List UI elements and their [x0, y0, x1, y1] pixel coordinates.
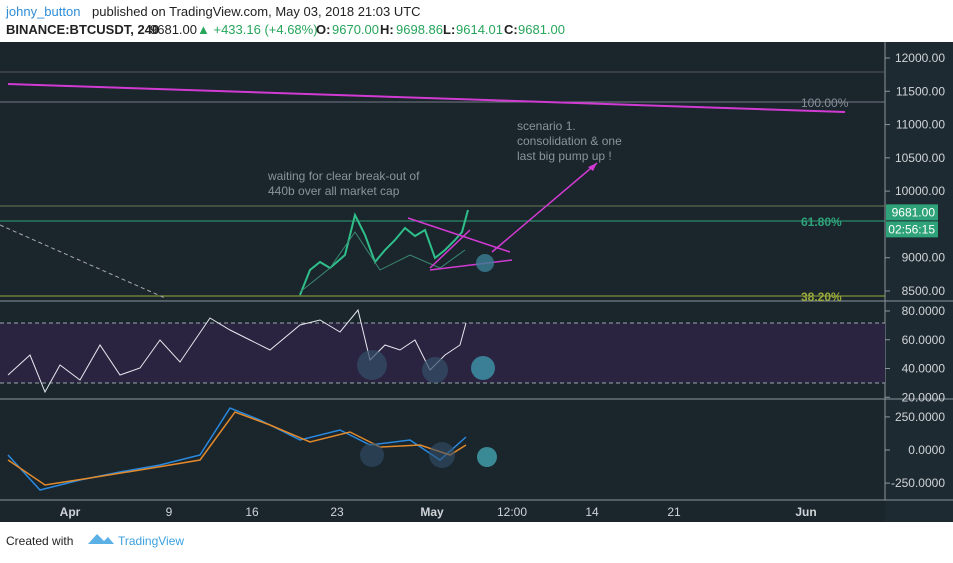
time-label: 16 [245, 505, 259, 519]
open: 9670.00 [332, 22, 379, 37]
axis-bg [885, 42, 953, 522]
o-label: O: [316, 22, 330, 37]
time-label: 21 [667, 505, 681, 519]
chart-bg [0, 42, 953, 522]
countdown-box [886, 221, 938, 238]
h-label: H: [380, 22, 394, 37]
author[interactable]: johny_button [5, 4, 80, 19]
tick-label: 12000.00 [895, 51, 945, 65]
time-label: 14 [585, 505, 599, 519]
tick-label: -250.0000 [891, 476, 945, 490]
last: 9681.00 [150, 22, 197, 37]
time-label: 9 [166, 505, 173, 519]
time-label: Jun [795, 505, 816, 519]
fib-label: 38.20% [801, 290, 842, 304]
tick-label: 0.0000 [908, 443, 945, 457]
annotation: scenario 1. [517, 119, 576, 133]
annotation: 440b over all market cap [268, 184, 400, 198]
trend-line [7, 83, 846, 113]
tick-label: 80.0000 [902, 304, 946, 318]
tick-label: 11500.00 [896, 84, 945, 98]
price-line [299, 209, 469, 296]
tick-label: 10000.00 [895, 184, 945, 198]
time-label: 23 [330, 505, 344, 519]
annotation: consolidation & one [517, 134, 622, 148]
symbol: BINANCE:BTCUSDT, 240 [6, 22, 159, 37]
fib-label: 100.00% [801, 96, 849, 110]
close: 9681.00 [518, 22, 565, 37]
footer-text: Created with [6, 534, 73, 548]
tick-label: 250.0000 [895, 410, 945, 424]
time-label: 12:00 [497, 505, 527, 519]
tick-label: 9000.00 [902, 251, 946, 265]
time-label: Apr [60, 505, 81, 519]
annotation: last big pump up ! [517, 149, 612, 163]
tick-label: 8500.00 [902, 284, 946, 298]
fib-label: 61.80% [801, 215, 842, 229]
annotation: waiting for clear break-out of [267, 169, 420, 183]
tick-label: 40.0000 [902, 362, 946, 376]
rsi-line [7, 308, 467, 394]
footer-brand[interactable]: TradingView [118, 534, 184, 548]
last-price: 9681.00 [892, 205, 936, 219]
tick-label: 20.0000 [902, 390, 946, 404]
last-price-box [886, 204, 938, 221]
tick-label: 60.0000 [902, 333, 946, 347]
time-label: May [420, 505, 444, 519]
change: ▲ +433.16 (+4.68%) [197, 22, 318, 37]
tick-label: 10500.00 [895, 151, 945, 165]
countdown: 02:56:15 [888, 222, 935, 236]
signal-line [7, 411, 467, 486]
high: 9698.86 [396, 22, 443, 37]
l-label: L: [443, 22, 455, 37]
band [299, 231, 466, 293]
tick-label: 11000.00 [896, 118, 945, 132]
published: published on TradingView.com, May 03, 20… [92, 4, 421, 19]
c-label: C: [504, 22, 518, 37]
low: 9614.01 [456, 22, 503, 37]
